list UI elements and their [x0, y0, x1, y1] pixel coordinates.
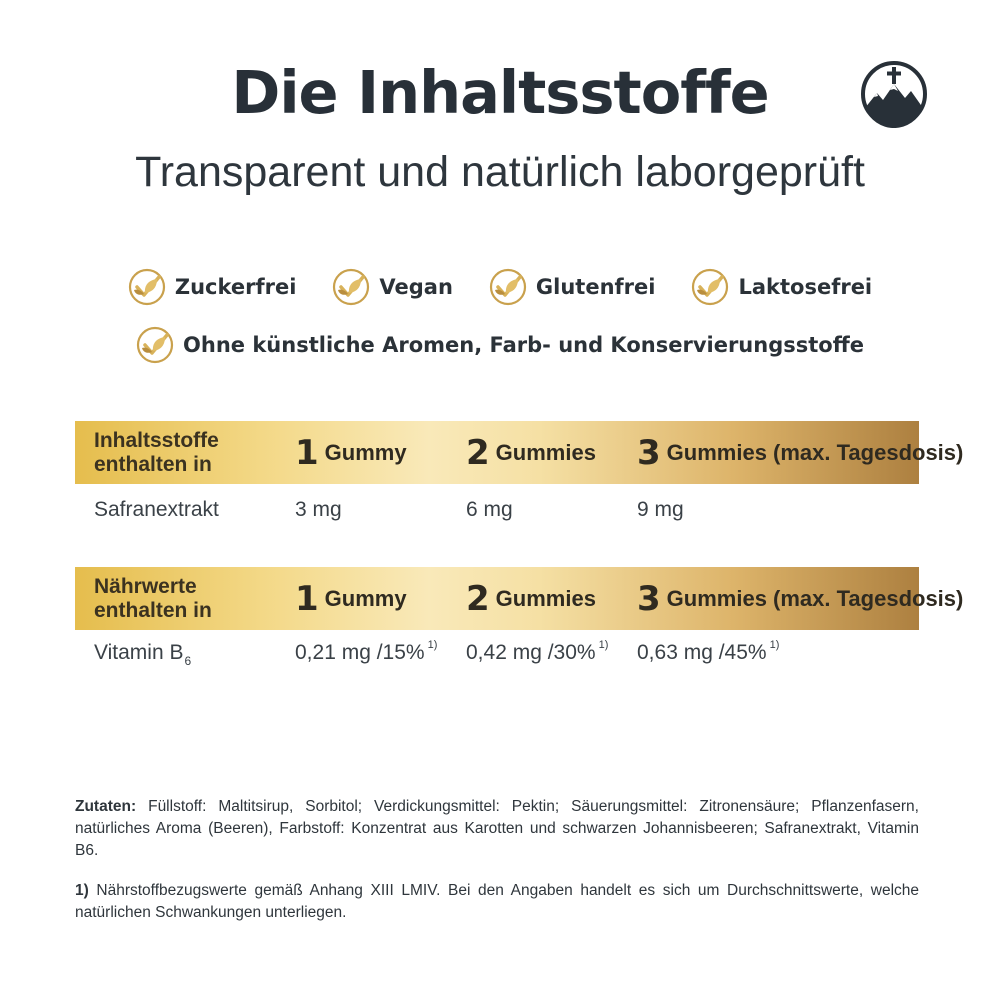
header-label-line1: Inhaltsstoffe	[94, 429, 219, 452]
cell-value-2: 6 mg	[466, 498, 513, 521]
ingredients-label: Zutaten:	[75, 798, 137, 815]
badges-row-2: Ohne künstliche Aromen, Farb- und Konser…	[0, 326, 1000, 364]
column-header-1: 1 Gummy	[295, 567, 407, 630]
column-header-3: 3 Gummies (max. Tagesdosis)	[637, 567, 963, 630]
header-label-line1: Nährwerte	[94, 575, 197, 598]
badge-label: Ohne künstliche Aromen, Farb- und Konser…	[183, 333, 864, 357]
brand-logo	[861, 61, 927, 128]
header-label-line2: enthalten in	[94, 453, 212, 476]
row-name-text: Vitamin B	[94, 641, 184, 664]
footnote-marker: 1)	[769, 639, 780, 651]
gold-leaf-check-icon	[692, 268, 729, 306]
badge-label: Vegan	[379, 275, 453, 299]
column-label: Gummies (max. Tagesdosis)	[666, 439, 964, 465]
badge-label: Zuckerfrei	[174, 275, 297, 299]
row-name-subscript: 6	[184, 654, 192, 668]
column-number: 3	[637, 432, 661, 473]
column-label: Gummy	[324, 585, 407, 611]
cell-value-text: 0,21 mg /15%	[295, 641, 425, 664]
column-header-3: 3 Gummies (max. Tagesdosis)	[637, 421, 963, 484]
badge-zuckerfrei: Zuckerfrei	[128, 268, 297, 306]
footnote-label: 1)	[75, 882, 89, 899]
badges-row-1: Zuckerfrei Vegan Glutenfrei Laktosefrei	[0, 268, 1000, 306]
gold-leaf-check-icon	[333, 268, 370, 306]
column-number: 2	[466, 432, 490, 473]
column-number: 3	[637, 578, 661, 619]
ingredients-text: Zutaten: Füllstoff: Maltitsirup, Sorbito…	[75, 796, 919, 862]
cell-value-2: 0,42 mg /30% 1)	[466, 639, 609, 665]
header-label: Inhaltsstoffe enthalten in	[94, 429, 264, 477]
column-header-2: 2 Gummies	[466, 421, 596, 484]
badge-laktosefrei: Laktosefrei	[691, 268, 872, 306]
cell-value-1: 3 mg	[295, 498, 342, 521]
footnote-marker: 1)	[598, 639, 609, 651]
footnote-text: 1) Nährstoffbezugswerte gemäß Anhang XII…	[75, 880, 919, 924]
gold-leaf-check-icon	[136, 326, 174, 364]
gold-leaf-check-icon	[128, 268, 165, 306]
column-number: 2	[466, 578, 490, 619]
nutrition-table-header: Nährwerte enthalten in 1 Gummy 2 Gummies…	[75, 567, 963, 630]
badge-label: Laktosefrei	[738, 275, 873, 299]
column-label: Gummy	[324, 439, 407, 465]
row-name: Safranextrakt	[94, 498, 219, 521]
column-label: Gummies	[495, 585, 596, 611]
table-row: Vitamin B6 0,21 mg /15% 1) 0,42 mg /30% 1)…	[75, 633, 919, 683]
header-label: Nährwerte enthalten in	[94, 575, 264, 623]
column-label: Gummies	[495, 439, 596, 465]
header-label-line2: enthalten in	[94, 599, 212, 622]
ingredients-table-header: Inhaltsstoffe enthalten in 1 Gummy 2 Gum…	[75, 421, 963, 484]
page-title: Die Inhaltsstoffe	[231, 58, 769, 127]
gold-leaf-check-icon	[489, 268, 527, 306]
column-header-1: 1 Gummy	[295, 421, 407, 484]
column-number: 1	[295, 578, 319, 619]
row-name: Vitamin B6	[94, 641, 191, 668]
page-subtitle: Transparent und natürlich laborgeprüft	[135, 148, 865, 196]
cell-value-1: 0,21 mg /15% 1)	[295, 639, 438, 665]
cell-value-text: 0,42 mg /30%	[466, 641, 596, 664]
badge-glutenfrei: Glutenfrei	[489, 268, 656, 306]
ingredients-body: Füllstoff: Maltitsirup, Sorbitol; Verdic…	[75, 798, 919, 859]
cell-value-3: 0,63 mg /45% 1)	[637, 639, 780, 665]
column-number: 1	[295, 432, 319, 473]
cell-value-3: 9 mg	[637, 498, 684, 521]
footnote-marker: 1)	[427, 639, 438, 651]
footnote-body: Nährstoffbezugswerte gemäß Anhang XIII L…	[75, 882, 919, 921]
cell-value-text: 0,63 mg /45%	[637, 641, 767, 664]
column-label: Gummies (max. Tagesdosis)	[666, 585, 964, 611]
table-row: Safranextrakt 3 mg 6 mg 9 mg	[75, 490, 919, 540]
badge-ohne-zusatzstoffe: Ohne künstliche Aromen, Farb- und Konser…	[136, 326, 864, 364]
badge-vegan: Vegan	[332, 268, 453, 306]
column-header-2: 2 Gummies	[466, 567, 596, 630]
badge-label: Glutenfrei	[535, 275, 656, 299]
